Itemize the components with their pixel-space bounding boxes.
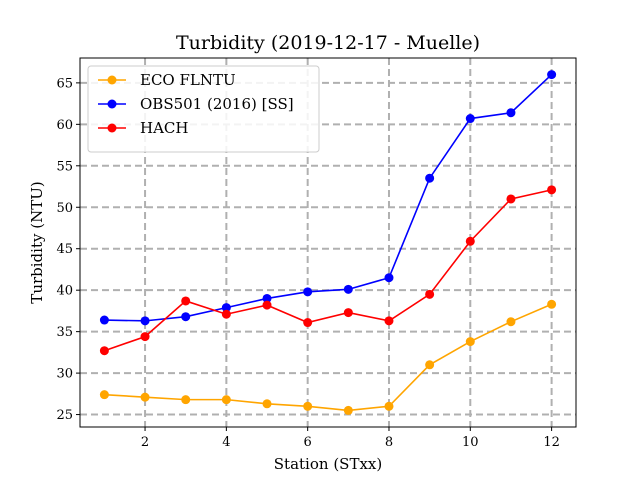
legend-label: OBS501 (2016) [SS] (140, 95, 294, 113)
data-point (262, 300, 272, 310)
chart-title: Turbidity (2019-12-17 - Muelle) (176, 32, 480, 54)
data-point (425, 173, 435, 183)
legend-item: HACH (98, 119, 188, 137)
legend-item: OBS501 (2016) [SS] (98, 95, 294, 113)
x-tick-label: 12 (543, 435, 560, 450)
data-point (181, 296, 191, 306)
legend-label: ECO FLNTU (140, 71, 236, 89)
data-point (343, 284, 353, 294)
data-point (465, 114, 475, 124)
data-point (465, 337, 475, 347)
series-line (104, 74, 553, 322)
y-axis-label: Turbidity (NTU) (28, 181, 46, 303)
plot-frame (79, 57, 577, 428)
legend-marker (107, 75, 117, 85)
data-point (99, 315, 109, 325)
series-1 (99, 299, 557, 415)
series-3 (99, 185, 557, 356)
data-point (140, 316, 150, 326)
data-point (303, 287, 313, 297)
data-point (384, 316, 394, 326)
y-tick-label: 45 (56, 242, 73, 257)
axis-ticks: 2 4 6 8 10 12 25 30 35 40 45 50 55 60 65 (56, 76, 559, 450)
data-point (384, 401, 394, 411)
data-point (547, 299, 557, 309)
legend-item: ECO FLNTU (98, 71, 236, 89)
legend-box (87, 65, 320, 153)
data-point (303, 401, 313, 411)
data-point (99, 346, 109, 356)
y-tick-label: 35 (56, 325, 73, 340)
y-tick-label: 60 (56, 118, 73, 133)
data-point (262, 399, 272, 409)
x-axis-label: Station (STxx) (274, 455, 382, 473)
data-point (506, 317, 516, 327)
data-point (262, 293, 272, 303)
series-2 (99, 70, 557, 326)
data-point (181, 312, 191, 322)
y-tick-label: 25 (56, 408, 73, 423)
x-tick-label: 8 (385, 435, 393, 450)
data-point (181, 395, 191, 405)
y-tick-label: 50 (56, 201, 73, 216)
x-tick-label: 6 (304, 435, 312, 450)
y-tick-label: 30 (56, 367, 73, 382)
data-point (425, 360, 435, 370)
x-tick-label: 10 (462, 435, 479, 450)
data-point (547, 70, 557, 80)
series-line (104, 303, 552, 412)
y-tick-label: 40 (56, 284, 73, 299)
data-point (384, 273, 394, 283)
legend-marker (107, 123, 117, 133)
data-point (506, 108, 516, 118)
y-tick-label: 65 (56, 76, 73, 91)
legend: ECO FLNTU OBS501 (2016) [SS] HACH (87, 65, 320, 153)
x-tick-label: 4 (222, 435, 230, 450)
data-point (343, 405, 353, 415)
data-point (99, 390, 109, 400)
legend-label: HACH (140, 119, 188, 137)
data-point (425, 289, 435, 299)
data-point (140, 332, 150, 342)
data-point (506, 194, 516, 204)
data-point (221, 309, 231, 319)
data-point (465, 236, 475, 246)
x-tick-label: 2 (141, 435, 149, 450)
series-line (104, 189, 552, 352)
y-tick-label: 55 (56, 159, 73, 174)
data-point (547, 185, 557, 195)
legend-marker (107, 99, 117, 109)
data-point (343, 308, 353, 318)
data-point (303, 318, 313, 328)
data-point (140, 392, 150, 402)
series-lines (99, 70, 557, 415)
data-point (221, 303, 231, 313)
data-point (221, 395, 231, 405)
